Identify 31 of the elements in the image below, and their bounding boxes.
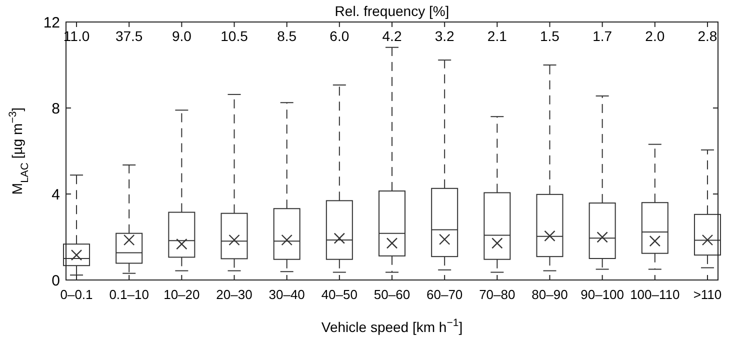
x-tick-label: 0.1–10 — [109, 287, 149, 302]
annotation: 9.0 — [172, 28, 192, 44]
annotation: 8.5 — [277, 28, 297, 44]
text: Rel. frequency [%] — [334, 3, 450, 19]
y-tick-label: 4 — [52, 186, 60, 204]
x-tick-label: 60–70 — [426, 287, 463, 302]
y-tick-label: 8 — [52, 100, 60, 118]
x-tick-label: 70–80 — [479, 287, 516, 302]
annotation: 2.0 — [645, 28, 665, 44]
x-tick-label: 90–100 — [580, 287, 624, 302]
annotation: 1.5 — [540, 28, 560, 44]
x-tick-label: 30–40 — [268, 287, 305, 302]
annotation: 2.8 — [698, 28, 718, 44]
annotation: 2.1 — [487, 28, 508, 44]
x-tick-label: 0–0.1 — [60, 287, 93, 302]
x-tick-label: 40–50 — [321, 287, 358, 302]
annotation: 1.7 — [592, 28, 612, 44]
annotation: 3.2 — [434, 28, 455, 44]
x-tick-label: 80–90 — [532, 287, 568, 302]
annotation: 6.0 — [330, 28, 350, 44]
annotation: 37.5 — [115, 28, 143, 44]
x-tick-label: >110 — [693, 287, 722, 302]
y-tick-label: 12 — [43, 14, 60, 32]
x-tick-label: 10–20 — [164, 287, 200, 302]
x-tick-label: 50–60 — [374, 287, 410, 302]
x-axis-title: Vehicle speed [km h$^{−1}$] — [321, 317, 463, 335]
x-tick-label: 20–30 — [216, 287, 252, 302]
x-tick-label: 100–110 — [630, 287, 680, 302]
annotation: 4.2 — [382, 28, 402, 44]
annotation: 10.5 — [220, 28, 248, 44]
y-tick-label: 0 — [52, 272, 60, 290]
